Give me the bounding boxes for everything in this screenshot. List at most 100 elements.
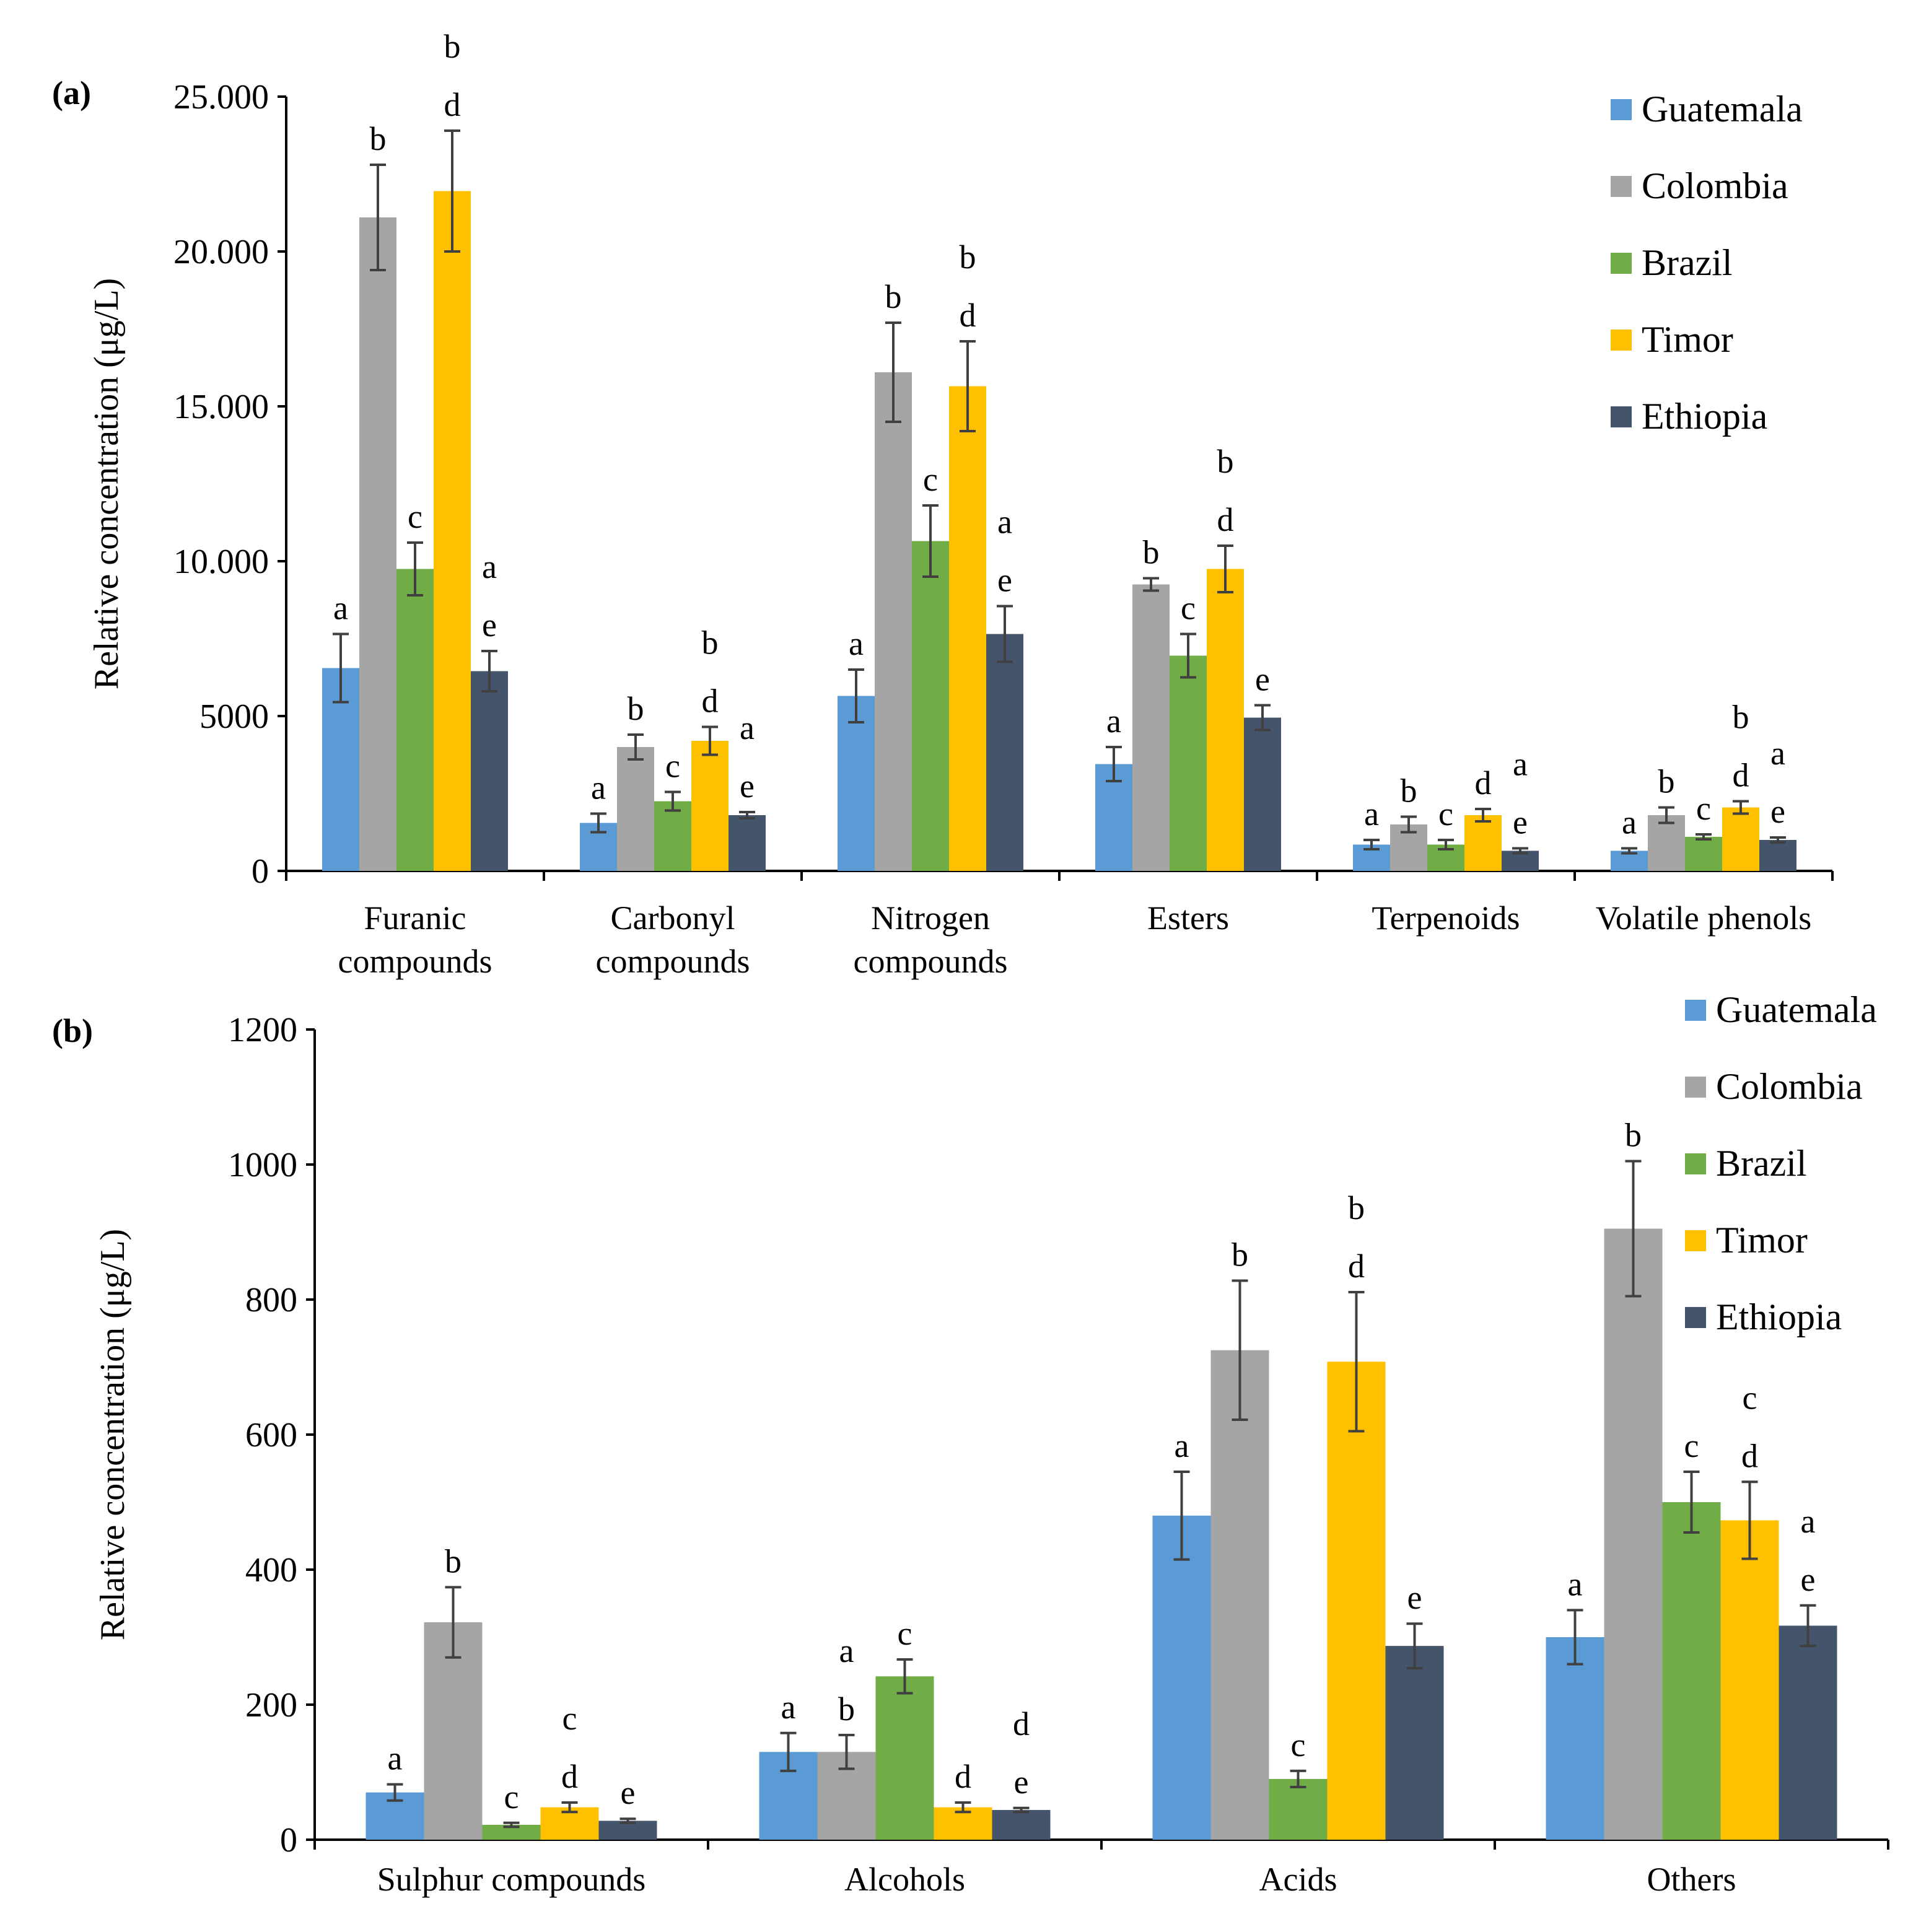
significance-letter: e — [1255, 661, 1270, 698]
bar-timor — [949, 386, 986, 871]
bar-guatemala — [838, 696, 875, 871]
significance-letter: e — [1513, 804, 1528, 841]
legend-label: Brazil — [1716, 1143, 1807, 1184]
legend-swatch-colombia — [1685, 1077, 1706, 1098]
bar-timor — [434, 191, 471, 871]
x-category-label: Esters — [1147, 899, 1229, 937]
bar-brazil — [1170, 655, 1207, 871]
legend-swatch-ethiopia — [1685, 1307, 1706, 1328]
x-category-label: compounds — [596, 943, 750, 980]
significance-letter: a — [781, 1689, 796, 1726]
bar-guatemala — [1152, 1515, 1211, 1840]
legend-label: Colombia — [1716, 1066, 1863, 1107]
bar-timor — [1327, 1362, 1386, 1840]
panel-label: (b) — [52, 1012, 93, 1049]
bar-ethiopia — [1385, 1646, 1444, 1840]
significance-letter: a — [849, 625, 864, 662]
x-category-label: Alcohols — [844, 1861, 965, 1898]
bar-colombia — [617, 747, 654, 871]
bar-timor — [1464, 815, 1502, 871]
significance-letter: c — [1696, 790, 1711, 827]
significance-letter: e — [1014, 1764, 1029, 1801]
y-tick-label: 400 — [245, 1551, 297, 1589]
significance-letter: d — [1217, 501, 1234, 538]
legend-swatch-brazil — [1685, 1153, 1706, 1174]
y-tick-label: 25.000 — [173, 78, 269, 116]
legend-swatch-ethiopia — [1611, 406, 1632, 427]
significance-letter: c — [898, 1615, 912, 1652]
bar-brazil — [482, 1825, 541, 1840]
legend-label: Brazil — [1642, 242, 1733, 283]
significance-letter: c — [562, 1700, 577, 1737]
legend-label: Ethiopia — [1642, 396, 1767, 437]
significance-letter: b — [370, 120, 387, 157]
x-category-label: Furanic — [364, 899, 466, 937]
y-tick-label: 800 — [245, 1281, 297, 1319]
bar-colombia — [1132, 584, 1170, 871]
legend-swatch-colombia — [1611, 176, 1632, 197]
significance-letter: d — [702, 683, 719, 720]
legend-swatch-brazil — [1611, 253, 1632, 274]
significance-letter: e — [740, 767, 755, 805]
legend-label: Colombia — [1642, 165, 1788, 206]
y-tick-label: 0 — [280, 1821, 297, 1860]
significance-letter: e — [621, 1774, 636, 1811]
x-category-label: compounds — [854, 943, 1008, 980]
significance-letter: c — [1438, 795, 1453, 833]
significance-letter: a — [1513, 746, 1528, 783]
chart-panel-a: (a) Relative concentration (μg/L) 0 5000 10.… — [52, 28, 1834, 980]
significance-letter: e — [1407, 1579, 1422, 1616]
y-tick-label: 10.000 — [173, 543, 269, 581]
significance-letter: a — [388, 1740, 403, 1777]
significance-letter: a — [591, 769, 606, 806]
significance-letter: d — [955, 1758, 971, 1795]
legend-swatch-timor — [1685, 1230, 1706, 1251]
bar-brazil — [912, 541, 949, 871]
y-tick-label: 200 — [245, 1686, 297, 1724]
significance-letter: a — [1106, 702, 1121, 740]
significance-letter: b — [885, 278, 902, 315]
significance-letter: b — [1217, 443, 1234, 480]
significance-letter: b — [1232, 1236, 1248, 1273]
bar-timor — [1720, 1520, 1779, 1840]
chart-panel-b: (b) Relative concentration (μg/L) 0 200 400 6… — [52, 989, 1889, 1898]
significance-letter: d — [1348, 1248, 1365, 1285]
bar-timor — [691, 741, 729, 871]
significance-letter: b — [702, 624, 719, 662]
x-category-label: Nitrogen — [871, 899, 990, 937]
y-tick-label: 5000 — [199, 697, 269, 736]
legend-label: Timor — [1642, 319, 1733, 360]
significance-letter: b — [1401, 772, 1417, 810]
bar-timor — [1722, 807, 1759, 871]
significance-letter: c — [1181, 590, 1196, 627]
x-category-label: Acids — [1259, 1861, 1337, 1898]
significance-letter: b — [1733, 699, 1749, 736]
significance-letter: d — [960, 297, 976, 334]
significance-letter: e — [1801, 1561, 1816, 1598]
bar-ethiopia — [471, 671, 508, 871]
bar-ethiopia — [1759, 840, 1796, 871]
x-category-label: Volatile phenols — [1596, 899, 1811, 937]
significance-letter: a — [1770, 735, 1785, 772]
legend-label: Timor — [1716, 1220, 1808, 1261]
significance-letter: b — [445, 1542, 462, 1580]
significance-letter: c — [408, 498, 422, 535]
y-axis-label: Relative concentration (μg/L) — [94, 1229, 132, 1640]
significance-letter: c — [1684, 1427, 1699, 1464]
significance-letter: a — [333, 590, 348, 627]
significance-letter: b — [1625, 1117, 1642, 1154]
significance-letter: b — [1348, 1189, 1365, 1226]
legend-swatch-guatemala — [1611, 99, 1632, 120]
legend-label: Ethiopia — [1716, 1296, 1842, 1337]
bar-guatemala — [1546, 1637, 1604, 1840]
bar-brazil — [1685, 837, 1722, 871]
significance-letter: a — [997, 504, 1012, 541]
bar-colombia — [875, 372, 912, 871]
significance-letter: c — [1743, 1379, 1757, 1416]
legend-swatch-timor — [1611, 330, 1632, 351]
significance-letter: a — [1364, 795, 1379, 833]
bar-colombia — [359, 217, 396, 871]
bar-timor — [1207, 569, 1244, 871]
y-tick-label: 0 — [252, 852, 269, 891]
